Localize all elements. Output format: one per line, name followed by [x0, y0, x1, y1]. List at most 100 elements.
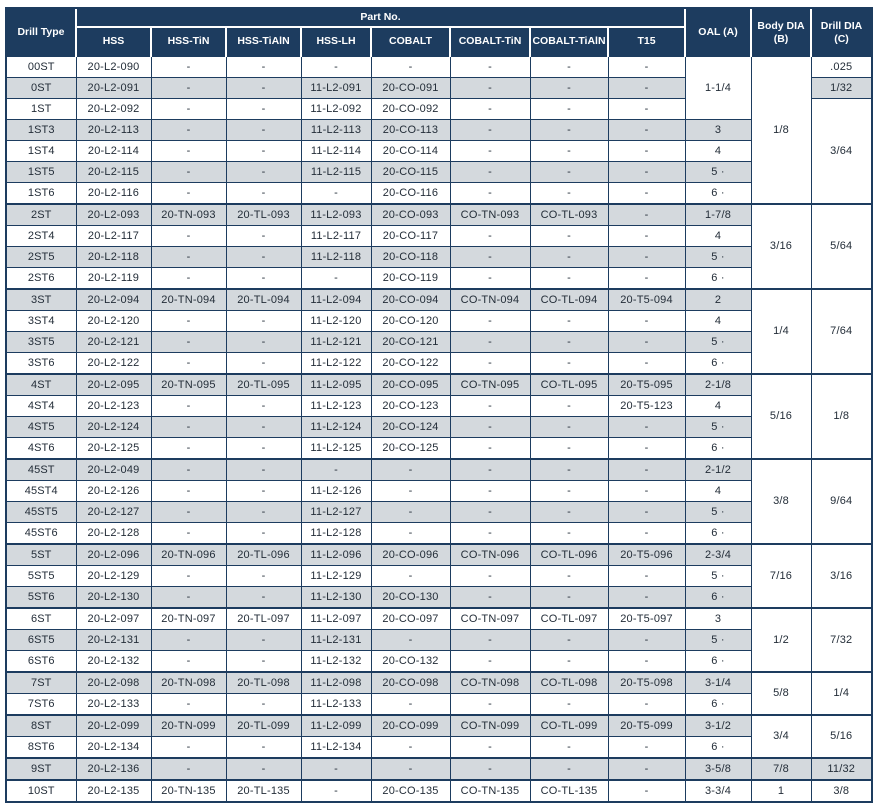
part-number-cell: - — [529, 437, 609, 460]
part-number-cell: - — [150, 522, 227, 545]
part-number-cell: 20-TL-095 — [225, 373, 302, 396]
part-number-cell: 20-L2-116 — [75, 182, 152, 205]
part-number-cell: 11-L2-129 — [300, 565, 372, 587]
table-row-3ST: 3ST 20-L2-094 20-TN-094 20-TL-094 11-L2-094 2… — [7, 288, 872, 375]
drill-type-cell: 2ST4 — [7, 225, 77, 247]
part-number-cell: - — [150, 225, 227, 247]
col-header-hss-tin: HSS-TiN — [150, 26, 227, 57]
oal-cell: 2-3/4 — [684, 543, 752, 566]
part-number-cell: 20-L2-049 — [75, 458, 152, 481]
part-number-cell: - — [225, 395, 302, 417]
part-number-cell: - — [449, 586, 531, 609]
part-number-cell: 20-L2-096 — [75, 543, 152, 566]
drill-dia-cell: 1/8 — [810, 373, 872, 460]
part-number-cell: 20-CO-121 — [370, 331, 451, 353]
part-number-cell: - — [607, 98, 686, 120]
table-row-1ST: 1ST 20-L2-092- -11-L2-092 20-CO-092- - -3/64 — [7, 98, 872, 205]
part-number-cell: 20-L2-129 — [75, 565, 152, 587]
part-number-cell: - — [607, 480, 686, 502]
drill-type-cell: 5ST6 — [7, 586, 77, 609]
part-number-cell: 11-L2-128 — [300, 522, 372, 545]
part-number-cell: - — [449, 757, 531, 781]
table-row-3ST6: 3ST6 20-L2-122- -11-L2-122 20-CO-122- - -6 · — [7, 352, 871, 375]
part-number-cell: 11-L2-126 — [300, 480, 372, 502]
table-row-1ST3: 1ST3 20-L2-113- -11-L2-113 20-CO-113- - -3 — [7, 119, 871, 141]
drill-dia-cell: .025 — [810, 56, 872, 78]
table-row-2ST4: 2ST4 20-L2-117- -11-L2-117 20-CO-117- - -4 — [7, 225, 871, 247]
part-number-cell: - — [300, 267, 372, 290]
drill-type-cell: 4ST — [7, 373, 77, 396]
part-number-cell: 20-L2-095 — [75, 373, 152, 396]
part-number-cell: - — [449, 119, 531, 141]
part-number-cell: 20-TL-099 — [225, 714, 302, 737]
part-number-cell: 20-TN-096 — [150, 543, 227, 566]
part-number-cell: 20-L2-124 — [75, 416, 152, 438]
drill-dia-cell: 5/16 — [810, 714, 872, 759]
part-number-cell: - — [449, 56, 531, 78]
drill-type-cell: 10ST — [7, 779, 77, 801]
oal-cell: 4 — [684, 225, 752, 247]
oal-cell: 3-1/2 — [684, 714, 752, 737]
part-number-cell: - — [225, 161, 302, 183]
part-number-cell: - — [449, 437, 531, 460]
part-number-cell: 20-CO-132 — [370, 650, 451, 673]
part-number-cell: 20-L2-099 — [75, 714, 152, 737]
part-number-cell: - — [150, 395, 227, 417]
part-number-cell: 20-CO-122 — [370, 352, 451, 375]
part-number-cell: - — [449, 77, 531, 99]
part-number-cell: CO-TN-098 — [449, 671, 531, 694]
table-row-10ST: 10ST 20-L2-135 20-TN-135 20-TL-135-20-CO-13… — [7, 779, 872, 801]
part-number-cell: - — [529, 416, 609, 438]
part-number-cell: 20-CO-115 — [370, 161, 451, 183]
drill-type-cell: 2ST5 — [7, 246, 77, 268]
part-number-cell: 11-L2-123 — [300, 395, 372, 417]
part-number-cell: 20-CO-130 — [370, 586, 451, 609]
part-number-cell: 20-L2-114 — [75, 140, 152, 162]
table-row-0ST: 0ST 20-L2-091- -11-L2-091 20-CO-091- - -1/32 — [7, 77, 872, 99]
oal-cell: 6 · — [684, 522, 752, 545]
part-number-cell: 11-L2-120 — [300, 310, 372, 332]
table-row-45ST4: 45ST4 20-L2-126- -11-L2-126- - - -4 — [7, 480, 871, 502]
part-number-cell: - — [449, 480, 531, 502]
table-row-7ST: 7ST 20-L2-098 20-TN-098 20-TL-098 11-L2-098 2… — [7, 671, 872, 716]
part-number-cell: - — [150, 629, 227, 651]
drill-type-cell: 7ST — [7, 671, 77, 694]
part-number-cell: - — [225, 119, 302, 141]
part-number-cell: - — [150, 458, 227, 481]
part-number-cell: 20-TN-098 — [150, 671, 227, 694]
oal-cell: 3-3/4 — [684, 779, 752, 801]
part-number-cell: - — [225, 416, 302, 438]
part-number-cell: CO-TN-095 — [449, 373, 531, 396]
body-dia-cell: 7/16 — [750, 543, 812, 609]
drill-type-cell: 3ST — [7, 288, 77, 311]
part-number-cell: 11-L2-095 — [300, 373, 372, 396]
oal-cell: 5 · — [684, 565, 752, 587]
part-number-cell: 20-TN-135 — [150, 779, 227, 801]
drill-type-cell: 45ST4 — [7, 480, 77, 502]
body-dia-cell: 3/16 — [750, 203, 812, 290]
drill-type-cell: 45ST6 — [7, 522, 77, 545]
part-number-cell: - — [150, 437, 227, 460]
col-header-oal: OAL (A) — [684, 9, 753, 57]
part-number-cell: - — [607, 246, 686, 268]
part-number-cell: 20-L2-093 — [75, 203, 152, 226]
part-number-cell: 20-TL-094 — [225, 288, 302, 311]
part-number-cell: - — [150, 98, 227, 120]
oal-cell: 4 — [684, 310, 752, 332]
part-number-cell: 20-TL-098 — [225, 671, 302, 694]
drill-type-cell: 0ST — [7, 77, 77, 99]
drill-type-cell: 4ST5 — [7, 416, 77, 438]
table-row-9ST: 9ST 20-L2-136- - - - - - -3-5/8 7/8 11/32 — [7, 757, 872, 781]
part-number-cell: 20-T5-099 — [607, 714, 686, 737]
part-number-cell: - — [150, 757, 227, 781]
table-header: Drill Type Part No. OAL (A) Body DIA (B)… — [7, 9, 872, 57]
part-number-cell: 20-CO-093 — [370, 203, 451, 226]
table-row-2ST: 2ST 20-L2-093 20-TN-093 20-TL-093 11-L2-093 2… — [7, 203, 872, 290]
part-number-cell: - — [150, 246, 227, 268]
col-header-body-dia: Body DIA (B) — [750, 9, 813, 57]
part-number-cell: 11-L2-134 — [300, 736, 372, 759]
part-number-cell: - — [529, 522, 609, 545]
table-row-4ST5: 4ST5 20-L2-124- -11-L2-124 20-CO-124- - -5 · — [7, 416, 871, 438]
part-number-cell: - — [449, 416, 531, 438]
part-number-cell: - — [300, 56, 372, 78]
